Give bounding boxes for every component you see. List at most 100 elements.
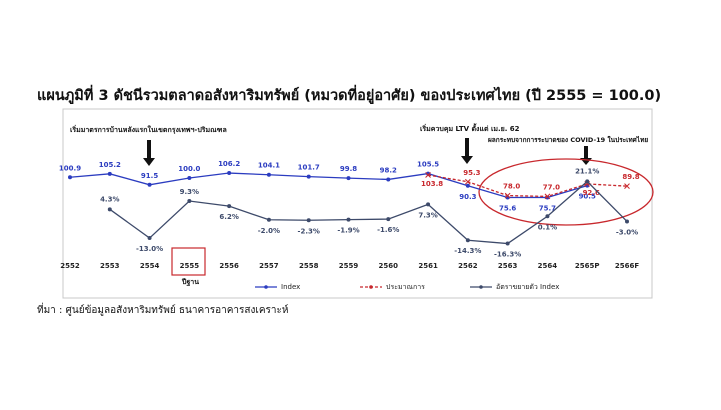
marker [625, 219, 629, 224]
data-label: 91.5 [141, 172, 158, 180]
data-label: 105.2 [99, 161, 121, 169]
legend-marker [369, 285, 373, 289]
marker [386, 177, 391, 182]
marker [465, 183, 470, 188]
marker [68, 175, 72, 180]
x-tick-label: 2558 [299, 262, 319, 270]
data-label: 90.3 [459, 193, 476, 201]
marker [545, 214, 550, 219]
marker [187, 199, 192, 204]
marker [227, 204, 232, 209]
data-label: -14.3% [454, 247, 481, 255]
data-label: -13.0% [136, 245, 163, 253]
data-label: 101.7 [298, 164, 320, 172]
x-tick-label: 2556 [219, 262, 239, 270]
marker [306, 174, 311, 179]
data-label: 92.6 [583, 189, 600, 197]
legend-label: Index [281, 283, 300, 291]
marker [425, 172, 431, 178]
marker [107, 207, 112, 212]
x-tick-label: 2565P [575, 262, 600, 270]
data-label: 7.3% [418, 211, 437, 219]
data-label: 78.0 [503, 183, 520, 191]
marker [147, 182, 152, 187]
x-tick-label: 2559 [339, 262, 359, 270]
marker [187, 176, 192, 180]
data-label: 106.2 [218, 160, 240, 168]
data-label: 4.3% [100, 195, 119, 203]
data-label: 9.3% [180, 188, 199, 196]
x-tick-label: 2566F [615, 262, 639, 270]
data-label: 100.9 [59, 164, 81, 172]
x-tick-label: 2557 [259, 262, 279, 270]
data-label: 0.1% [538, 223, 557, 231]
data-label: -2.0% [258, 227, 280, 235]
chart-frame [62, 108, 653, 299]
marker [585, 179, 590, 184]
data-label: 95.3 [463, 169, 480, 177]
series-line [109, 180, 628, 245]
highlight-ellipse [478, 158, 654, 226]
marker [426, 202, 431, 207]
data-label: 89.8 [622, 173, 639, 181]
data-label: 21.1% [575, 167, 599, 175]
data-label: -1.9% [337, 227, 359, 235]
marker [544, 193, 551, 200]
marker [266, 172, 271, 177]
marker [107, 171, 112, 176]
legend-label: ประมาณการ [386, 283, 425, 291]
marker [346, 176, 351, 181]
marker [147, 236, 152, 241]
data-label: -1.6% [377, 226, 399, 234]
x-tick-label: 2553 [100, 262, 120, 270]
x-tick-label: 2552 [60, 262, 80, 270]
x-tick-label: 2554 [140, 262, 160, 270]
arrow [143, 140, 155, 166]
marker [306, 218, 311, 223]
marker [266, 217, 271, 222]
x-tick-label: 2561 [418, 262, 438, 270]
data-label: 6.2% [219, 213, 238, 221]
arrow [461, 138, 473, 164]
x-tick-label: 2564 [538, 262, 558, 270]
x-tick-label: 2555 [180, 262, 200, 270]
series-line [69, 172, 588, 199]
annotation: เริ่มควบคุม LTV ตั้งแต่ เม.ย. 62 [420, 122, 520, 133]
base-year-box [171, 247, 206, 276]
x-tick-label: 2560 [379, 262, 399, 270]
marker [465, 238, 470, 243]
data-label: 90.5 [579, 193, 596, 201]
series-line [427, 174, 628, 198]
legend-marker [264, 285, 268, 289]
marker [505, 241, 510, 246]
annotation: เริ่มมาตรการบ้านหลังแรกในเขตกรุงเทพฯ-ปริ… [70, 124, 227, 134]
data-label: 98.2 [380, 166, 397, 174]
data-label: -16.3% [494, 251, 521, 259]
chart-title: แผนภูมิที่ 3 ดัชนีรวมตลาดอสังหาริมทรัพย์… [37, 84, 661, 104]
legend-label: อัตราขยายตัว Index [496, 283, 559, 291]
annotation: ผลกระทบจากการระบาดของ COVID-19 ในประเทศไ… [488, 135, 648, 144]
data-label: 75.7 [539, 204, 556, 212]
marker [346, 217, 351, 222]
data-label: 99.8 [340, 165, 357, 173]
legend-marker [479, 285, 483, 289]
marker [386, 217, 391, 222]
data-label: -3.0% [616, 228, 638, 236]
x-tick-label: 2563 [498, 262, 518, 270]
data-label: 103.8 [421, 180, 443, 188]
data-label: 100.0 [178, 165, 200, 173]
data-label: 105.5 [417, 161, 439, 169]
marker [624, 183, 630, 190]
data-label: 77.0 [543, 183, 560, 191]
source: ที่มา : ศูนย์ข้อมูลอสังหาริมทรัพย์ ธนาคา… [37, 302, 288, 316]
marker [504, 192, 511, 199]
data-label: 104.1 [258, 162, 280, 170]
base-year-label: ปีฐาน [181, 278, 199, 287]
data-label: 75.6 [499, 205, 516, 213]
data-label: -2.3% [298, 227, 320, 235]
x-tick-label: 2562 [458, 262, 478, 270]
marker [465, 178, 471, 185]
marker [227, 171, 232, 176]
